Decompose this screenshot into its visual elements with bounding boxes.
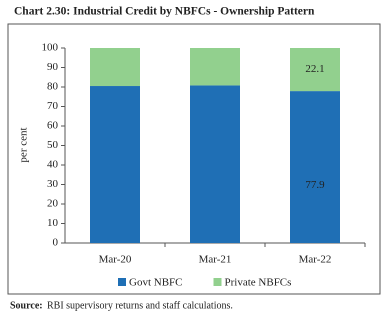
y-tick-label: 60 [47,120,59,132]
y-tick-label: 40 [47,159,59,171]
data-label: 22.1 [305,63,324,75]
bar-segment [90,86,140,244]
y-tick-label: 90 [47,61,59,73]
y-tick-label: 100 [42,42,59,54]
y-tick-label: 0 [53,237,59,249]
y-tick-label: 70 [47,100,59,112]
y-tick-label: 80 [47,81,59,93]
bar-segment [190,85,240,243]
source-label: Source: [10,300,43,311]
x-tick-label: Mar-22 [299,254,332,266]
legend-swatch [118,278,126,286]
legend-swatch [213,278,222,286]
y-tick-label: 10 [47,217,59,229]
x-tick-label: Mar-21 [199,254,232,266]
x-tick-label: Mar-20 [99,254,132,266]
data-label: 77.9 [305,179,325,191]
y-axis-label: per cent [18,127,30,162]
y-tick-label: 30 [47,178,59,190]
legend-label: Govt NBFC [129,277,183,289]
chart-frame [7,23,381,295]
chart-title: Chart 2.30: Industrial Credit by NBFCs -… [14,6,315,18]
bar-segment [290,91,340,243]
y-tick-label: 50 [47,139,59,151]
y-tick-label: 20 [47,198,59,210]
bar-segment [190,48,240,86]
bar-segment [90,48,140,87]
legend-label: Private NBFCs [225,277,292,289]
source-text: RBI supervisory returns and staff calcul… [47,300,233,311]
bar-segment [290,48,340,92]
